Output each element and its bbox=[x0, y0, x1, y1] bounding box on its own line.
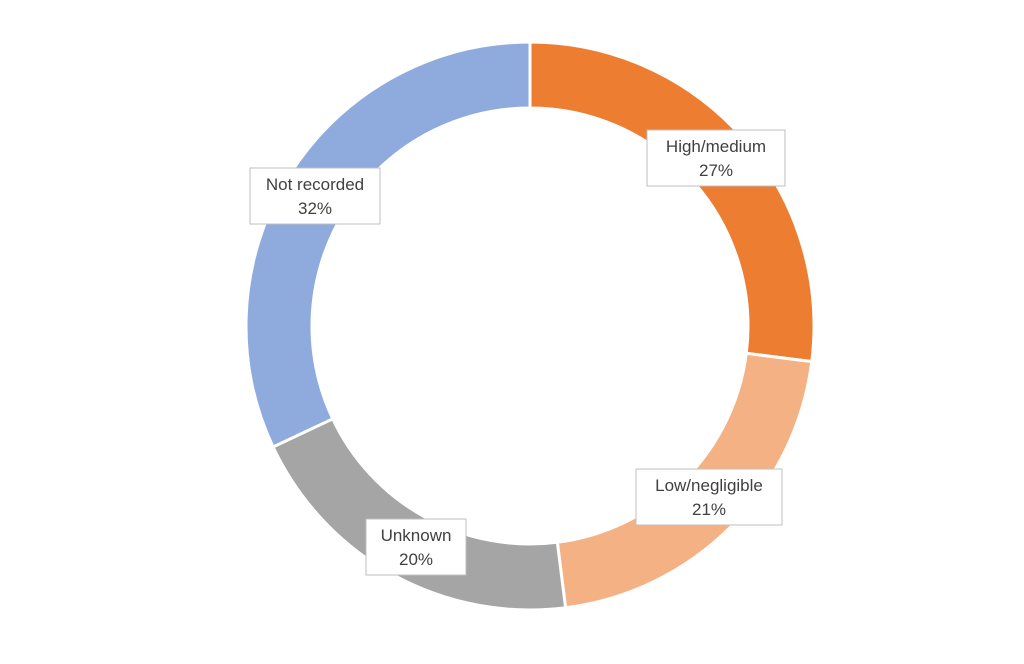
data-label-value: 32% bbox=[298, 199, 332, 218]
slice-unknown[interactable] bbox=[271, 416, 568, 612]
data-label-not-recorded: Not recorded 32% bbox=[249, 167, 381, 225]
data-label-high-medium: High/medium 27% bbox=[646, 129, 786, 187]
data-label-box bbox=[365, 518, 467, 576]
data-label-category: Low/negligible bbox=[655, 476, 763, 495]
data-label-unknown: Unknown 20% bbox=[365, 518, 467, 576]
data-label-box bbox=[635, 468, 783, 526]
data-label-value: 21% bbox=[692, 500, 726, 519]
data-label-box bbox=[249, 167, 381, 225]
data-label-category: High/medium bbox=[666, 137, 766, 156]
labels-group: High/medium 27% Low/negligible 21% Unknown 20… bbox=[249, 129, 786, 576]
data-label-category: Not recorded bbox=[266, 175, 364, 194]
data-label-category: Unknown bbox=[381, 526, 452, 545]
data-label-low-negligible: Low/negligible 21% bbox=[635, 468, 783, 526]
data-label-box bbox=[646, 129, 786, 187]
slice-high-medium[interactable] bbox=[528, 40, 816, 364]
data-label-value: 20% bbox=[399, 550, 433, 569]
slice-not-recorded[interactable] bbox=[244, 40, 532, 449]
data-label-value: 27% bbox=[699, 161, 733, 180]
